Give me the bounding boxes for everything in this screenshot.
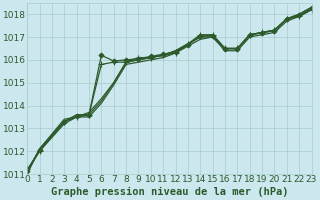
- X-axis label: Graphe pression niveau de la mer (hPa): Graphe pression niveau de la mer (hPa): [51, 187, 288, 197]
